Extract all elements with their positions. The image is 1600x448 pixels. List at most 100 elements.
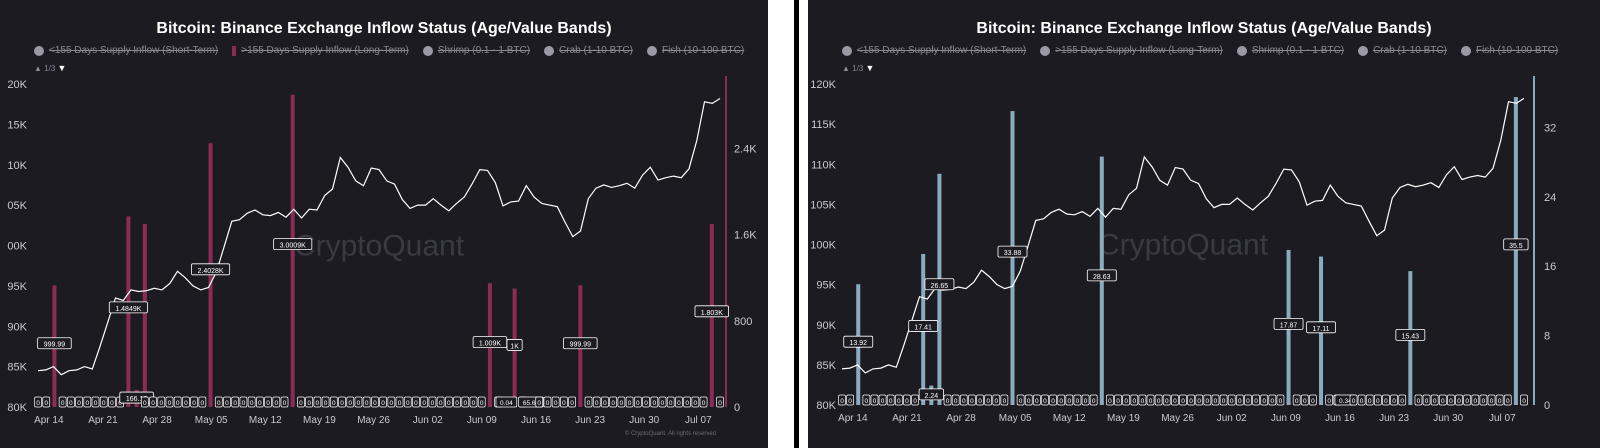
legend-item-fish[interactable]: Fish (10-100 BTC) [646,45,744,56]
zero-label-box [1292,394,1301,406]
zero-label: 0 [422,400,426,407]
zero-label-box [886,394,895,406]
zero-label: 0 [324,400,328,407]
y-right-tick-label: 2.4K [734,144,757,156]
data-label-box [191,263,231,276]
zero-label: 0 [1327,398,1331,405]
y-left-tick-label: 80K [816,400,836,412]
legend-pager[interactable]: ▲ 1/3 ▼ [842,63,875,73]
zero-label: 0.34 [1339,398,1352,405]
legend-label: >155 Days Supply Inflow (Long-Term) [241,45,409,56]
zero-label: 0 [1003,398,1007,405]
data-label: 2.24 [924,393,938,400]
y-left-tick-label: 95K [816,280,836,292]
x-tick-label: Jun 23 [575,415,605,426]
zero-label-box [1455,394,1463,406]
x-tick-label: May 12 [249,415,282,426]
zero-label: 0 [1157,398,1161,405]
x-tick-label: Jun 16 [1325,413,1355,424]
legend-item-crab[interactable]: Crab (1-10 BTC) [1358,45,1447,56]
legend-item-shrimp[interactable]: Shrimp (0.1 - 1 BTC) [422,45,531,56]
zero-label-box [1081,394,1090,406]
zero-label-box [1422,394,1431,406]
zero-label: 0 [537,400,541,407]
legend-item-short-term[interactable]: <155 Days Supply Inflow (Short-Term) [34,45,218,56]
zero-label: 0 [1132,398,1136,405]
zero-label-box [256,396,264,408]
zero-label: 0 [694,400,698,407]
zero-label: 0 [332,400,336,407]
zero-label: 0 [1303,398,1307,405]
zero-label: 0 [620,400,624,407]
zero-label-box [1357,394,1366,406]
zero-label: 0 [463,400,467,407]
zero-label: 0 [1214,398,1218,405]
zero-label: 0 [274,400,278,407]
x-tick-label: Jul 07 [1489,413,1516,424]
zero-label: 0 [1376,398,1380,405]
legend-label: Shrimp (0.1 - 1 BTC) [437,45,531,56]
bar [1513,97,1518,405]
data-label: 1K [510,343,519,350]
zero-label-box [444,396,453,408]
legend-label: Crab (1-10 BTC) [1373,45,1447,56]
legend-item-crab[interactable]: Crab (1-10 BTC) [544,45,633,56]
price-line [37,97,721,376]
zero-label-box [878,394,887,406]
legend-label: >155 Days Supply Inflow (Long-Term) [1055,45,1223,56]
zero-label-box [691,396,700,408]
legend-item-long-term[interactable]: >155 Days Supply Inflow (Long-Term) [1040,45,1223,56]
data-label: 2.4028K [198,268,224,275]
zero-label: 0 [1043,398,1047,405]
legend-pager[interactable]: ▲ 1/3 ▼ [34,63,67,73]
data-label-box [997,245,1028,258]
zero-label: 0 [1051,398,1055,405]
zero-label-box [1227,394,1236,406]
zero-label: 0 [1076,398,1080,405]
zero-label-box [560,396,568,408]
zero-label: 0 [192,400,196,407]
zero-label-box [412,396,420,408]
legend-label: Crab (1-10 BTC) [559,45,633,56]
y-right-tick-label: 8 [1544,331,1550,343]
legend-item-shrimp[interactable]: Shrimp (0.1 - 1 BTC) [1236,45,1344,56]
zero-label-box [182,396,190,408]
zero-label-box [838,394,846,406]
zero-label: 0 [1441,398,1445,405]
data-label: 999.99 [570,342,592,349]
data-label: 17.11 [1313,326,1330,333]
bar [1010,111,1015,405]
data-label-box [1503,238,1529,251]
zero-label-box [592,396,601,408]
chart-panel-left: Bitcoin: Binance Exchange Inflow Status … [0,0,768,448]
zero-label-box [1414,394,1423,406]
zero-label-box [968,394,976,406]
zero-label-box [1276,394,1285,406]
zero-label: 0 [1417,398,1421,405]
zero-label-box [190,396,198,408]
legend-item-short-term[interactable]: <155 Days Supply Inflow (Short-Term) [842,45,1026,56]
zero-label-box [1349,394,1358,406]
y-right-tick-label: 0 [1544,400,1550,412]
zero-label: 0 [1352,398,1356,405]
zero-label: 0 [669,400,673,407]
zero-label-box [911,394,919,406]
legend-item-fish[interactable]: Fish (10-100 BTC) [1460,45,1558,56]
data-label: 33.88 [1004,250,1022,257]
pager-down-icon[interactable]: ▼ [57,63,67,73]
zero-label-box [461,396,470,408]
zero-label: 0.04 [500,400,513,407]
legend-item-long-term[interactable]: >155 Days Supply Inflow (Long-Term) [232,45,409,56]
zero-label: 0 [661,400,665,407]
zero-label-box [346,396,355,408]
zero-label: 0 [1027,398,1031,405]
x-tick-label: Apr 21 [892,413,922,424]
zero-label-box [1203,394,1212,406]
zero-label: 0 [1473,398,1477,405]
pager-down-icon[interactable]: ▼ [865,63,875,73]
y-left-tick-label: 00K [7,241,27,253]
zero-label-box [1325,394,1333,406]
zero-label-box [239,396,248,408]
legend-dot [422,45,433,56]
data-label: 1.4849K [115,306,141,313]
